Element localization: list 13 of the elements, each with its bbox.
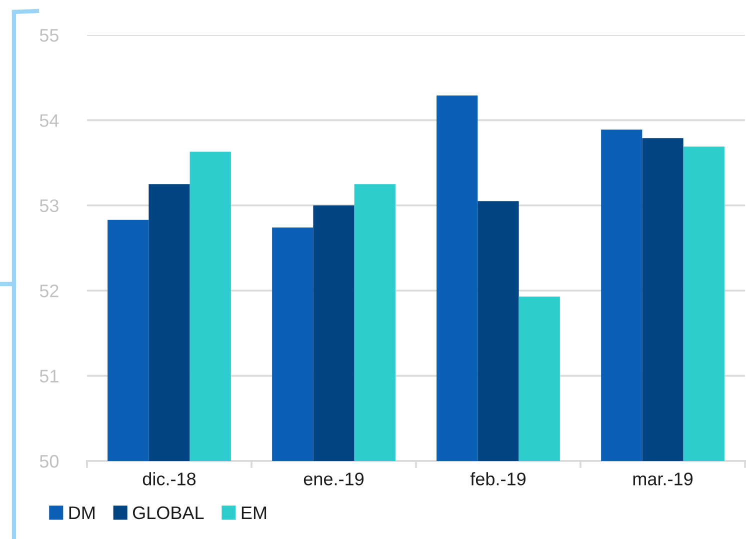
y-tick-label: 51 — [40, 370, 58, 383]
legend-label: DM — [69, 506, 94, 520]
legend-label: GLOBAL — [132, 506, 204, 520]
y-tick-label: 53 — [40, 199, 58, 212]
x-tick-label: feb.-19 — [470, 472, 526, 486]
y-tick-label: 52 — [40, 284, 58, 298]
x-tick-label: dic.-18 — [142, 472, 196, 486]
x-tick-label: ene.-19 — [304, 472, 364, 486]
x-tick-label: mar.-19 — [633, 472, 693, 486]
y-tick-label: 55 — [40, 29, 58, 42]
legend-label: EM — [242, 506, 266, 520]
y-tick-label: 50 — [40, 454, 59, 468]
y-tick-label: 54 — [40, 114, 59, 127]
